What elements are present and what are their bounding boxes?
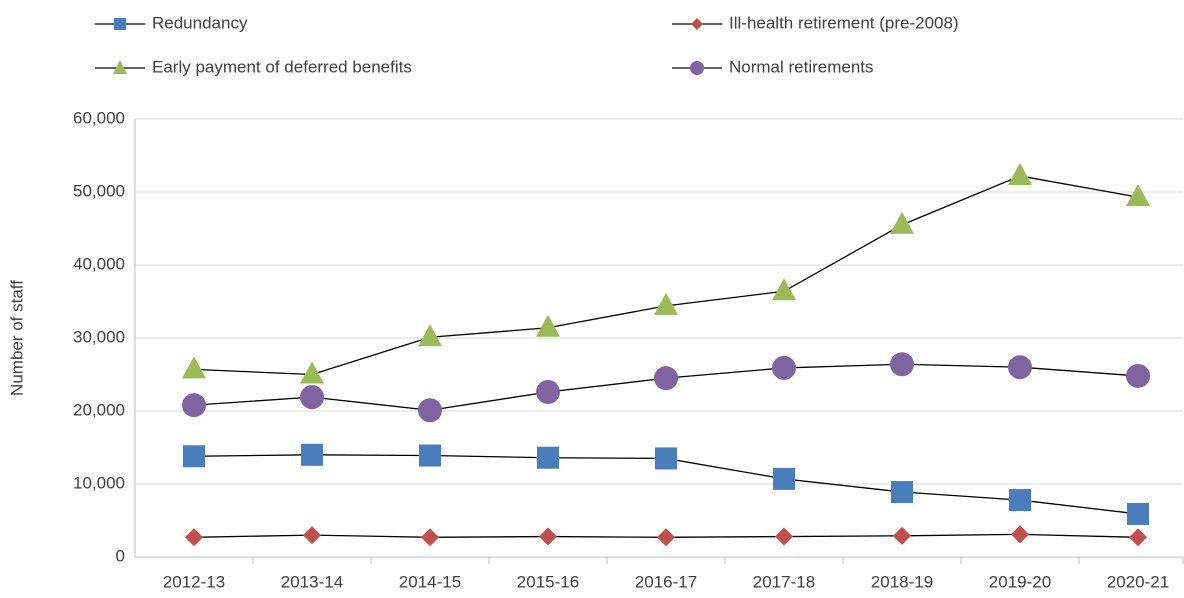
data-point [182, 356, 206, 379]
data-point [1126, 363, 1150, 388]
y-tick-label: 20,000 [73, 400, 125, 419]
x-tick-label: 2017-18 [753, 572, 815, 591]
legend-label: Redundancy [152, 13, 248, 32]
data-point [418, 398, 442, 423]
data-point [539, 527, 557, 546]
data-point [421, 528, 439, 547]
y-axis-label: Number of staff [7, 280, 26, 396]
data-point [537, 446, 559, 469]
data-point [657, 528, 675, 547]
data-point [1008, 355, 1032, 380]
x-tick-label: 2014-15 [399, 572, 461, 591]
x-tick-label: 2016-17 [635, 572, 697, 591]
legend-label: Early payment of deferred benefits [152, 57, 412, 76]
data-point [300, 385, 324, 410]
data-point [890, 211, 914, 234]
data-point [536, 380, 560, 405]
x-tick-label: 2013-14 [281, 572, 343, 591]
y-tick-label: 30,000 [73, 327, 125, 346]
y-tick-label: 50,000 [73, 181, 125, 200]
data-point [893, 526, 911, 545]
data-point [1129, 528, 1147, 547]
data-point [183, 445, 205, 468]
legend-marker [691, 18, 703, 30]
x-tick-label: 2015-16 [517, 572, 579, 591]
legend-marker [113, 60, 127, 74]
legend-marker [690, 61, 704, 75]
data-point [1009, 489, 1031, 512]
data-point [185, 528, 203, 547]
x-tick-label: 2020-21 [1107, 572, 1169, 591]
data-point [772, 355, 796, 380]
series-line [193, 175, 1139, 376]
x-tick-label: 2012-13 [163, 572, 225, 591]
legend-marker [114, 18, 126, 30]
data-point [1127, 502, 1149, 525]
y-tick-label: 0 [116, 546, 125, 565]
data-point [1126, 184, 1150, 207]
data-point [418, 324, 442, 347]
y-tick-label: 60,000 [73, 108, 125, 127]
legend-label: Normal retirements [729, 57, 874, 76]
data-point [182, 393, 206, 418]
data-point [301, 443, 323, 466]
data-point [654, 292, 678, 315]
x-tick-label: 2019-20 [989, 572, 1051, 591]
data-point [655, 447, 677, 470]
data-point [419, 444, 441, 467]
data-point [775, 527, 793, 546]
legend-label: Ill-health retirement (pre-2008) [729, 13, 959, 32]
x-tick-label: 2018-19 [871, 572, 933, 591]
data-point [772, 278, 796, 301]
data-point [1008, 162, 1032, 185]
data-point [303, 526, 321, 545]
data-point [654, 366, 678, 391]
data-point [536, 314, 560, 337]
data-point [891, 481, 913, 504]
data-point [890, 352, 914, 377]
y-tick-label: 40,000 [73, 254, 125, 273]
y-tick-label: 10,000 [73, 473, 125, 492]
data-point [1011, 525, 1029, 544]
data-point [300, 361, 324, 384]
data-point [773, 467, 795, 490]
